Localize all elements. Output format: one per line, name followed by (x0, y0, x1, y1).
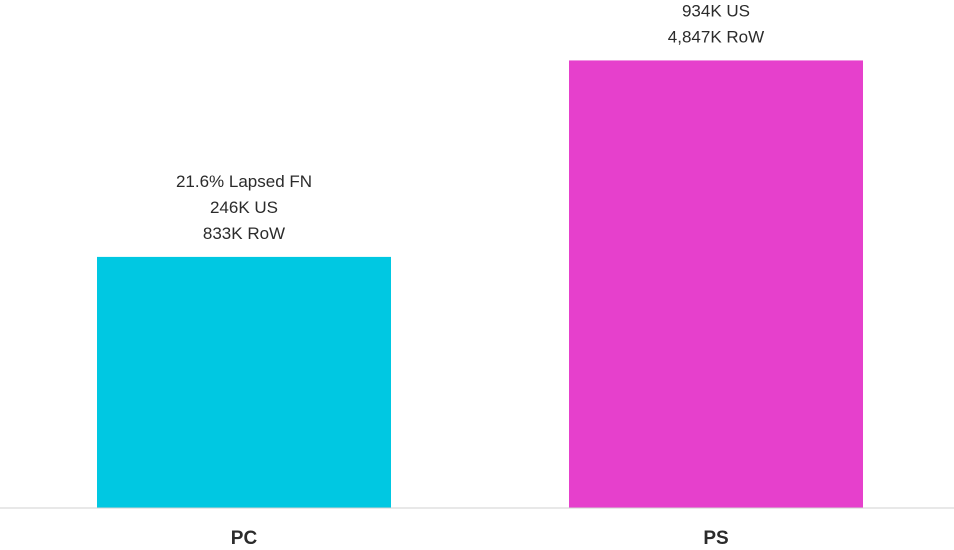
data-label-ps-line-2: 934K US (682, 1, 750, 20)
x-tick-label-pc: PC (231, 528, 258, 549)
data-label-ps-line-3: 4,847K RoW (668, 27, 764, 46)
data-label-pc-line-3: 833K RoW (203, 224, 285, 243)
bar-pc (97, 256, 391, 508)
data-label-pc-line-1: 21.6% Lapsed FN (176, 172, 312, 191)
x-axis-ticks: PC PS (231, 528, 729, 549)
data-label-pc-line-2: 246K US (210, 198, 278, 217)
x-tick-label-ps: PS (703, 528, 728, 549)
bars-layer (97, 60, 863, 508)
bar-ps (569, 60, 863, 508)
